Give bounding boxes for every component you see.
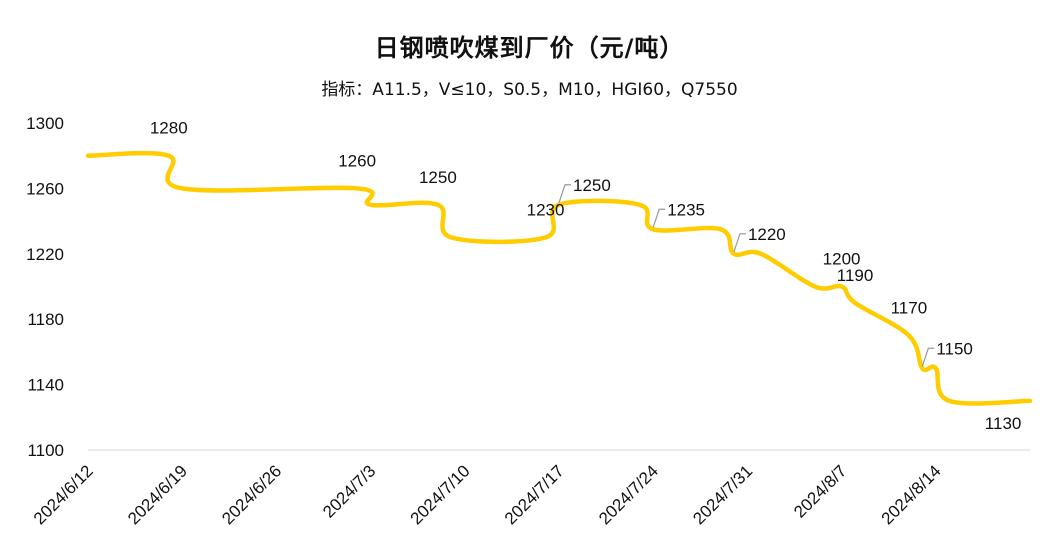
x-axis: 2024/6/12 2024/6/19 2024/6/26 2024/7/3 2024/… (30, 461, 945, 528)
label-leader-line (733, 233, 746, 252)
data-label: 1170 (891, 299, 928, 318)
data-label: 1280 (150, 119, 188, 138)
x-tick-label: 2024/6/19 (124, 461, 191, 528)
x-tick-label: 2024/7/24 (595, 461, 662, 528)
x-tick-label: 2024/8/7 (790, 461, 850, 521)
x-tick-label: 2024/6/26 (218, 461, 285, 528)
chart-subtitle: 指标：A11.5，V≤10，S0.5，M10，HGI60，Q7550 (321, 80, 738, 100)
x-tick-label: 2024/7/17 (501, 461, 568, 528)
chart-title: 日钢喷吹煤到厂价（元/吨） (374, 34, 685, 62)
data-label: 1220 (748, 225, 786, 244)
y-tick-label: 1300 (26, 114, 64, 133)
x-tick-label: 2024/6/12 (30, 461, 97, 528)
price-series-line (85, 150, 1033, 406)
y-tick-label: 1180 (27, 310, 64, 329)
data-label: 1150 (936, 339, 973, 358)
y-tick-label: 1140 (27, 376, 64, 395)
x-tick-label: 2024/7/10 (407, 461, 474, 528)
x-tick-label: 2024/7/31 (689, 461, 756, 528)
data-label: 1130 (985, 414, 1022, 433)
y-tick-label: 1220 (26, 245, 64, 264)
data-label: 1260 (338, 151, 376, 170)
data-label: 1190 (837, 266, 874, 285)
x-tick-label: 2024/7/3 (319, 461, 379, 521)
label-leader-line (921, 347, 935, 367)
data-label: 1250 (573, 176, 611, 195)
data-label: 1230 (527, 200, 565, 219)
y-tick-label: 1260 (26, 179, 64, 198)
label-leaders (558, 184, 935, 367)
label-leader-line (558, 184, 571, 203)
data-label: 1250 (419, 168, 457, 187)
label-leader-line (652, 208, 666, 228)
data-label: 1235 (667, 200, 705, 219)
x-tick-label: 2024/8/14 (878, 461, 945, 528)
y-axis: 1100 1140 1180 1220 1260 1300 (26, 114, 64, 460)
y-tick-label: 1100 (27, 441, 64, 460)
data-label: 1200 (823, 250, 861, 269)
